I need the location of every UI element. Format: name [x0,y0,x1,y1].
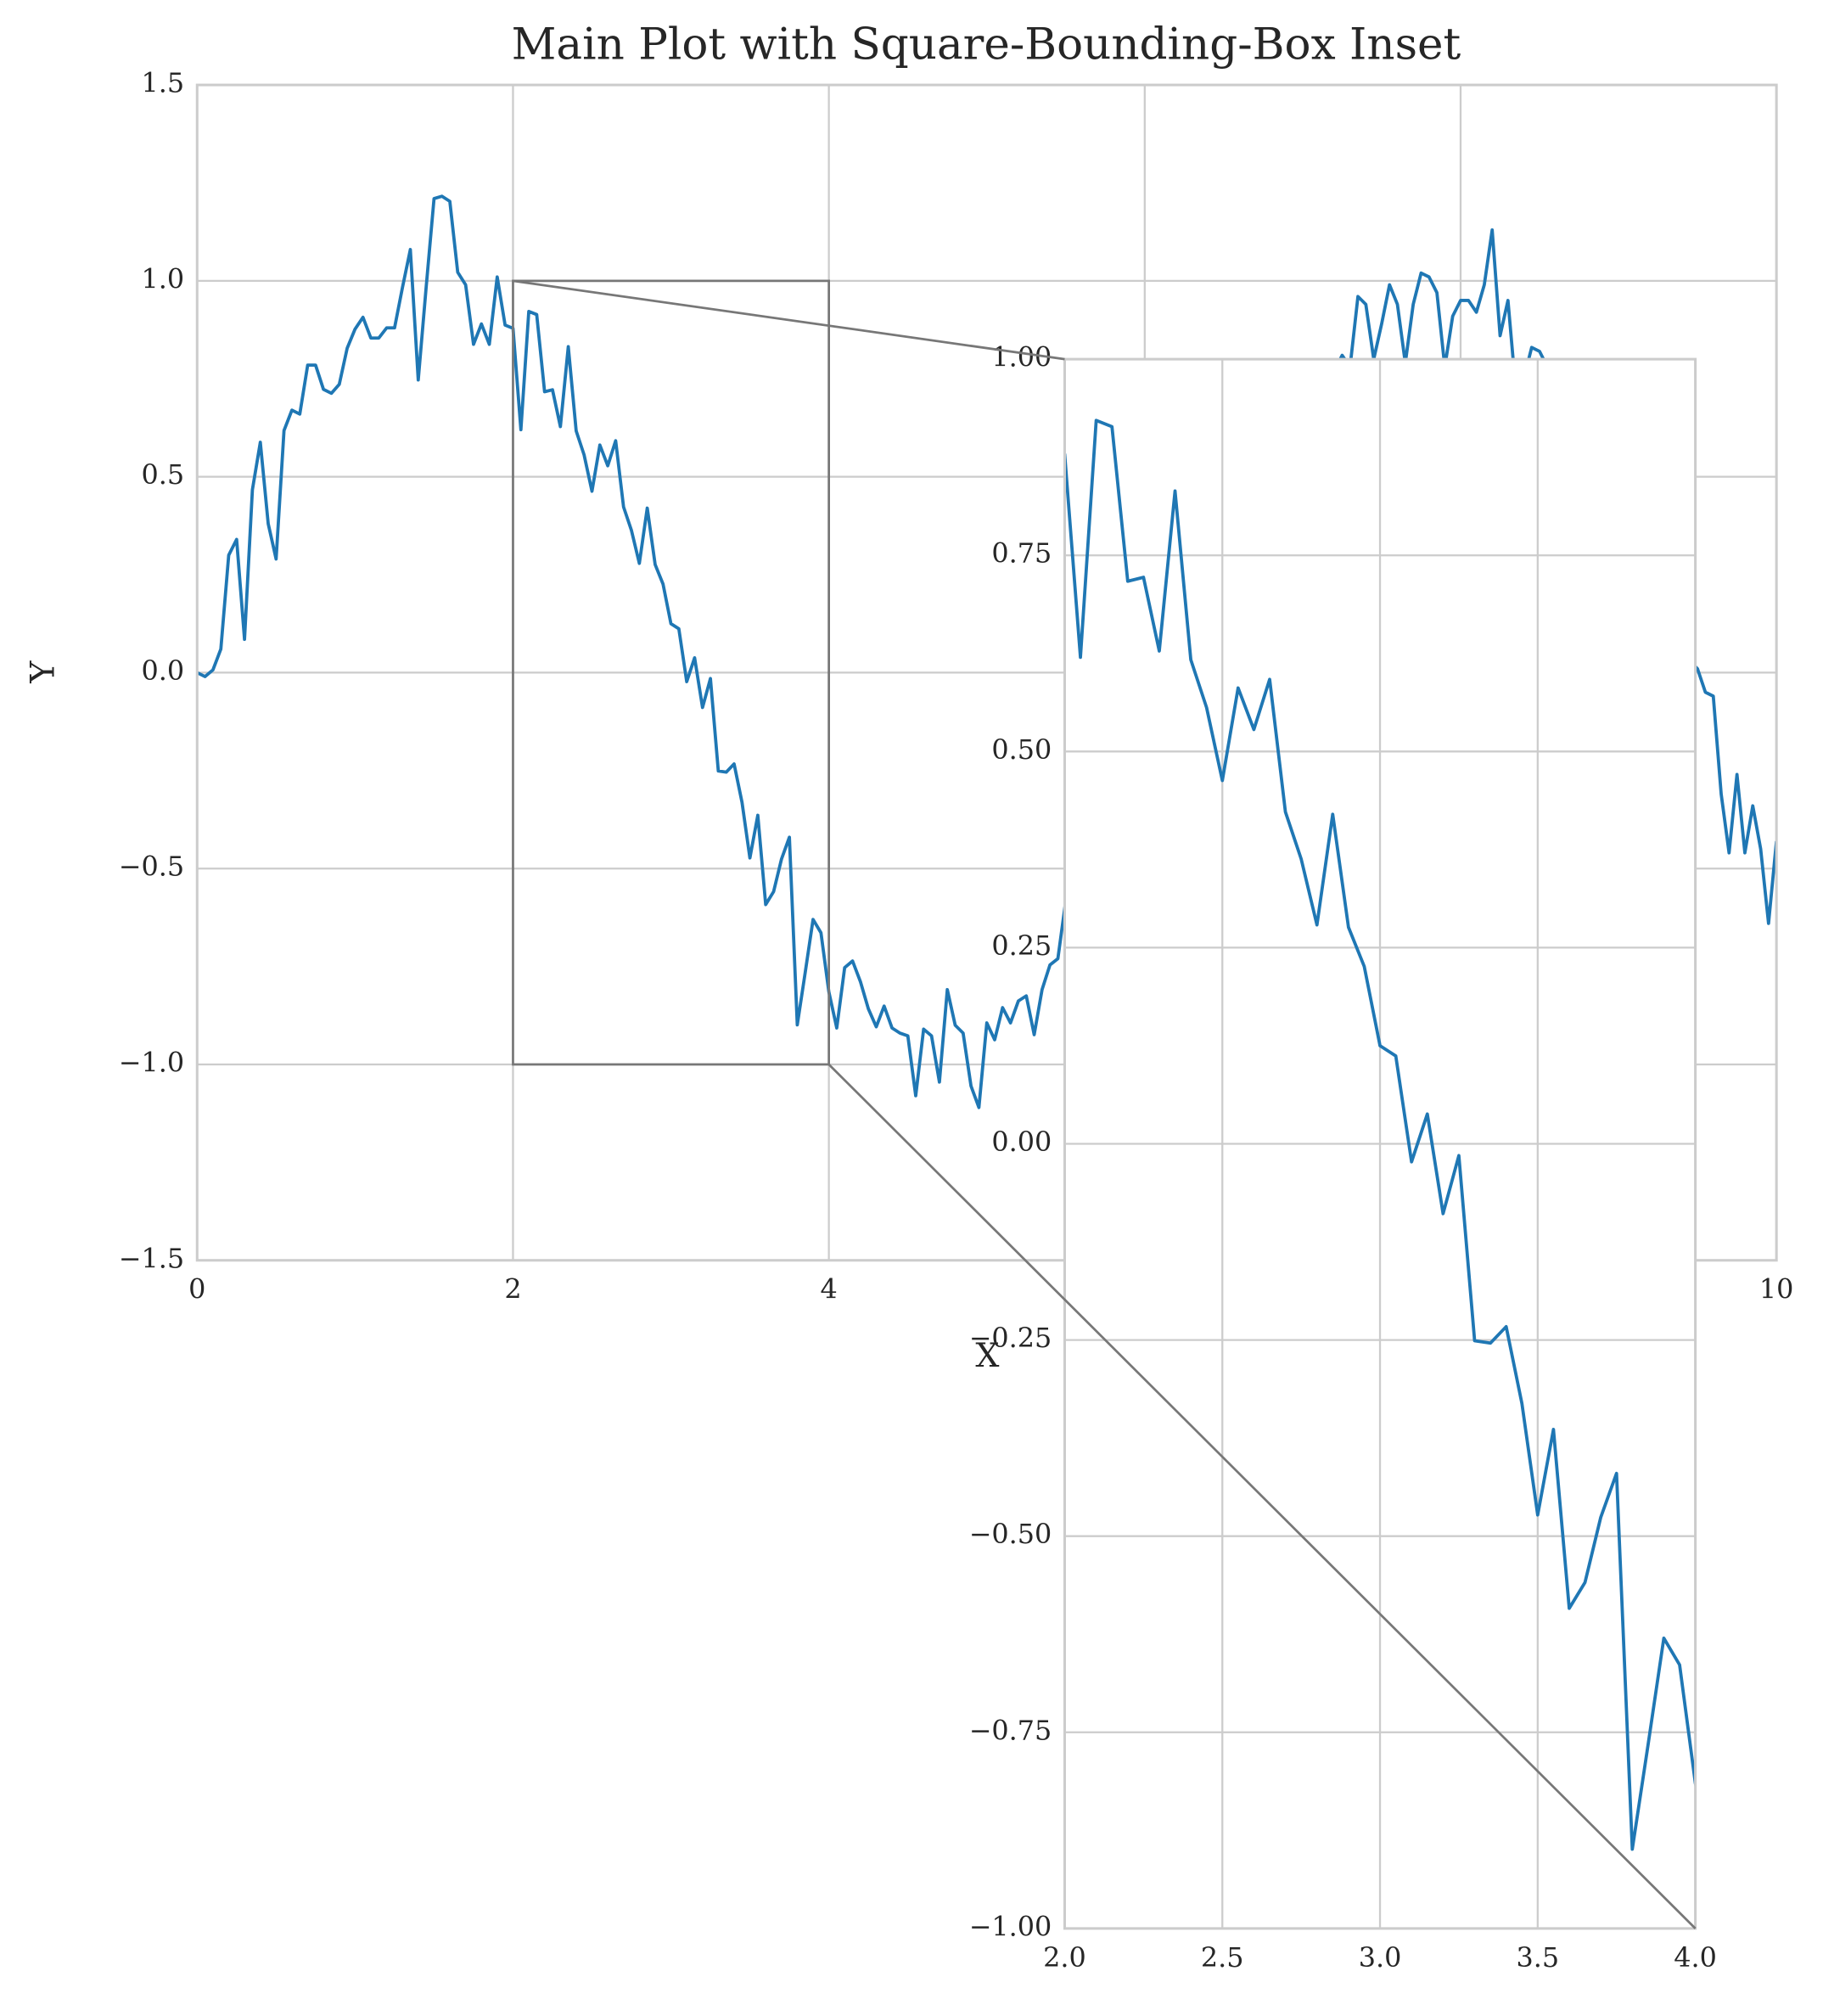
y-tick-label: −0.50 [969,1518,1052,1550]
y-tick-label: −1.0 [119,1046,184,1078]
axes-frame [195,83,1778,1262]
y-tick-label: 0.5 [141,458,184,491]
y-tick-label: 1.0 [141,262,184,295]
y-tick-label: 0.25 [991,929,1052,962]
x-tick-label: 0 [188,1273,205,1306]
axes-frame [1063,357,1697,1930]
connector-line [827,1064,1697,1929]
chart-title: Main Plot with Square-Bounding-Box Inset [512,20,1461,70]
x-tick-label: 10 [1759,1273,1794,1306]
x-tick-label: 4.0 [1674,1941,1717,1974]
x-axis-label: X [975,1336,999,1375]
x-tick-label: 3.0 [1359,1941,1402,1974]
x-tick-label: 2.0 [1043,1941,1086,1974]
y-tick-label: −0.25 [969,1322,1052,1354]
x-tick-label: 2.5 [1201,1941,1244,1974]
y-tick-label: −1.00 [969,1910,1052,1942]
zoom-indicator [512,279,830,1066]
y-tick-label: 0.75 [991,537,1052,570]
x-tick-label: 3.5 [1517,1941,1560,1974]
y-tick-label: 0.0 [141,654,184,687]
y-tick-label: −0.75 [969,1714,1052,1746]
y-axis-label: Y [23,660,62,684]
y-tick-label: 1.5 [141,67,184,99]
x-tick-label: 2 [504,1273,521,1306]
inset-axes: 2.0 2.5 3.0 3.5 4.0 −1.00 −0.75 −0.50 −0.25 0.00 0… [969,341,1717,1974]
y-tick-label: −1.5 [119,1242,184,1274]
y-tick-label: 0.00 [991,1126,1052,1158]
connector-line [513,279,1065,361]
y-tick-label: −0.5 [119,851,184,883]
y-tick-label: 0.50 [991,733,1052,766]
x-tick-label: 4 [821,1273,838,1306]
